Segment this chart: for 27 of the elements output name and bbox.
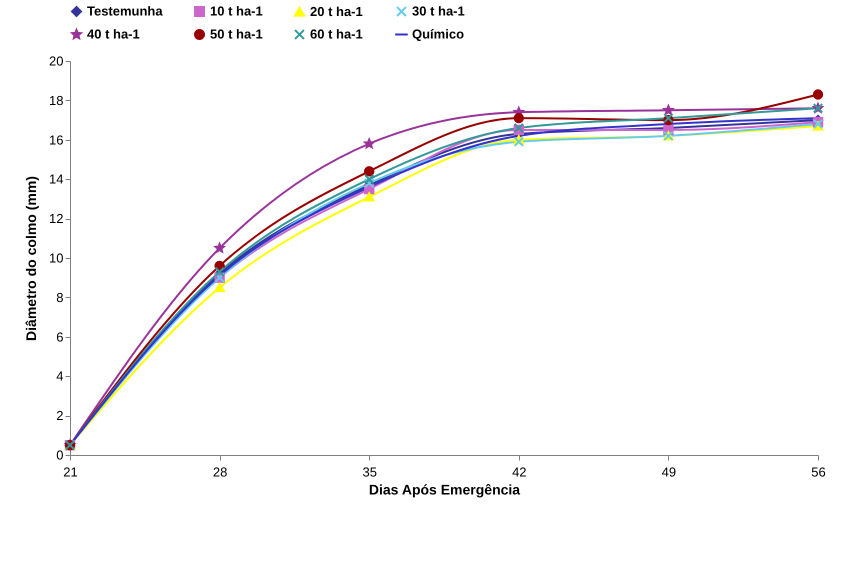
y-tick-label: 14	[49, 172, 64, 187]
y-tick-label: 10	[49, 250, 64, 266]
y-tick-label: 18	[49, 92, 64, 108]
x-tick-label: 56	[811, 464, 826, 480]
legend-label: 40 t ha-1	[87, 26, 140, 42]
legend-label: 10 t ha-1	[210, 4, 263, 19]
legend-label: 20 t ha-1	[310, 4, 363, 19]
x-tick-label: 42	[512, 464, 527, 480]
legend-label: 50 t ha-1	[210, 26, 263, 42]
x-axis-title: Dias Após Emergência	[368, 482, 520, 498]
y-axis-title: Diâmetro do colmo (mm)	[23, 176, 40, 341]
y-tick-label: 20	[49, 54, 64, 68]
legend-label: Químico	[412, 26, 464, 42]
legend-label: 60 t ha-1	[310, 26, 363, 42]
y-tick-label: 4	[56, 368, 64, 384]
y-tick-label: 8	[56, 290, 64, 305]
x-tick-label: 21	[63, 464, 78, 480]
y-tick-label: 2	[56, 408, 64, 424]
y-tick-label: 0	[56, 448, 64, 462]
y-tick-label: 6	[56, 329, 64, 344]
x-tick-label: 28	[212, 464, 228, 480]
y-tick-label: 16	[49, 132, 64, 148]
x-tick-label: 49	[662, 464, 676, 480]
y-tick-label: 12	[49, 211, 64, 226]
x-tick-label: 35	[362, 464, 377, 480]
legend-label: 30 t ha-1	[412, 4, 465, 19]
legend-label: Testemunha	[87, 4, 164, 19]
